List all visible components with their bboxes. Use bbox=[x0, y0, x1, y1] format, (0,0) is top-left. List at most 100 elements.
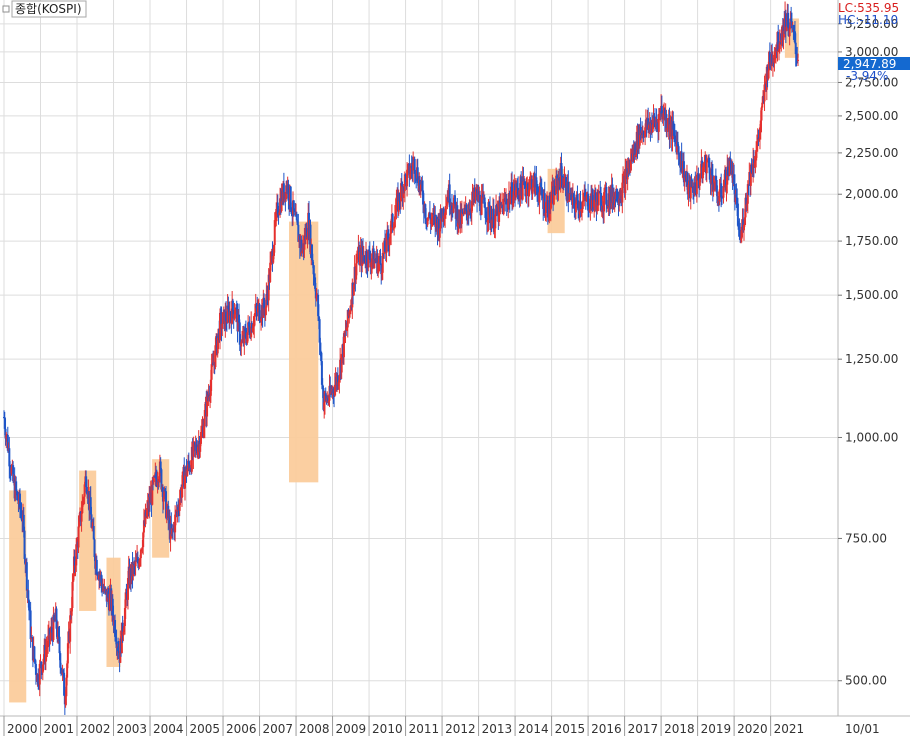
candle-body bbox=[469, 209, 472, 212]
candle-body bbox=[778, 41, 781, 50]
candle-body bbox=[44, 649, 47, 662]
candle-body bbox=[763, 84, 766, 102]
candle-body bbox=[177, 506, 180, 510]
candle-body bbox=[635, 154, 638, 156]
candle-body bbox=[365, 251, 368, 265]
candle-body bbox=[285, 185, 288, 200]
candle-body bbox=[755, 149, 758, 161]
candle-body bbox=[358, 251, 361, 265]
candle-body bbox=[785, 26, 788, 31]
candle-body bbox=[272, 245, 275, 256]
candle-body bbox=[380, 272, 383, 275]
candle-body bbox=[492, 208, 495, 232]
candle-body bbox=[70, 608, 73, 616]
candle-body bbox=[511, 203, 514, 205]
candle-body bbox=[371, 259, 374, 263]
candle-body bbox=[444, 205, 447, 215]
candle-body bbox=[734, 193, 737, 203]
candle-body bbox=[795, 54, 798, 56]
candle-body bbox=[573, 197, 576, 207]
candle-body bbox=[297, 224, 300, 242]
y-tick-label: 1,000.00 bbox=[845, 430, 898, 444]
candle-body bbox=[263, 297, 266, 309]
candle-body bbox=[181, 471, 184, 487]
candle-body bbox=[545, 203, 548, 213]
candle-body bbox=[543, 193, 546, 215]
candle-body bbox=[539, 182, 542, 187]
candle-body bbox=[453, 195, 456, 204]
candle-body bbox=[431, 219, 434, 221]
y-tick-label: 1,750.00 bbox=[845, 234, 898, 248]
candle-body bbox=[72, 576, 75, 582]
candle-body bbox=[606, 206, 609, 208]
candle-body bbox=[710, 169, 713, 184]
candle-body bbox=[720, 183, 723, 198]
candle-body bbox=[521, 176, 524, 200]
candle-body bbox=[158, 476, 161, 482]
candle-body bbox=[725, 184, 728, 191]
candle-body bbox=[314, 277, 317, 289]
candle-body bbox=[311, 259, 314, 266]
candle-body bbox=[514, 184, 517, 196]
candle-body bbox=[432, 212, 435, 215]
candle-body bbox=[162, 497, 165, 502]
candle-body bbox=[266, 294, 269, 296]
candle-body bbox=[156, 481, 159, 486]
candle-body bbox=[530, 179, 533, 194]
candle-body bbox=[117, 646, 120, 652]
candle-body bbox=[404, 174, 407, 177]
candle-body bbox=[240, 342, 243, 347]
candle-body bbox=[6, 434, 9, 451]
candle-body bbox=[576, 194, 579, 201]
candle-body bbox=[525, 188, 528, 195]
candle-body bbox=[77, 526, 80, 548]
candle-body bbox=[199, 432, 202, 444]
candle-body bbox=[666, 128, 669, 130]
candle-body bbox=[678, 154, 681, 157]
highlight-box bbox=[289, 221, 319, 483]
candle-body bbox=[85, 486, 88, 494]
candle-body bbox=[152, 476, 155, 483]
candle-body bbox=[690, 179, 693, 188]
candle-body bbox=[582, 198, 585, 201]
title-marker-box bbox=[2, 5, 10, 13]
candle-body bbox=[41, 664, 44, 673]
candle-body bbox=[793, 30, 796, 32]
candle-body bbox=[563, 178, 566, 186]
candle-body bbox=[349, 311, 352, 313]
candle-body bbox=[603, 187, 606, 193]
candle-body bbox=[323, 402, 326, 410]
candle-body bbox=[585, 195, 588, 202]
candle-body bbox=[715, 179, 718, 193]
x-tick-label: 2000 bbox=[7, 722, 38, 736]
candle-body bbox=[463, 208, 466, 210]
candle-body bbox=[229, 311, 232, 316]
candle-body bbox=[729, 158, 732, 161]
x-tick-label: 2007 bbox=[263, 722, 294, 736]
candle-body bbox=[125, 592, 128, 594]
candle-body bbox=[174, 514, 177, 533]
candle-body bbox=[186, 469, 189, 477]
x-axis: 2000 2001 2002 2003 2004 2005 2006 2007 2008 2009… bbox=[3, 716, 804, 736]
candle-body bbox=[647, 118, 650, 129]
candle-body bbox=[312, 265, 315, 275]
candle-body bbox=[228, 311, 231, 323]
candle-body bbox=[532, 175, 535, 188]
candle-body bbox=[340, 354, 343, 373]
candle-body bbox=[139, 549, 142, 559]
candle-body bbox=[226, 305, 229, 323]
candle-body bbox=[237, 314, 240, 332]
candle-body bbox=[380, 263, 383, 275]
candle-body bbox=[427, 217, 430, 219]
candle-body bbox=[303, 235, 306, 250]
candle-body bbox=[624, 169, 627, 194]
candle-body bbox=[95, 559, 98, 574]
candle-body bbox=[500, 202, 503, 206]
candle-body bbox=[581, 200, 584, 210]
x-tick-label: 2004 bbox=[153, 722, 184, 736]
candle-body bbox=[178, 499, 181, 511]
candle-body bbox=[257, 306, 260, 313]
candle-body bbox=[161, 487, 164, 502]
candle-body bbox=[388, 238, 391, 246]
candle-body bbox=[743, 224, 746, 231]
